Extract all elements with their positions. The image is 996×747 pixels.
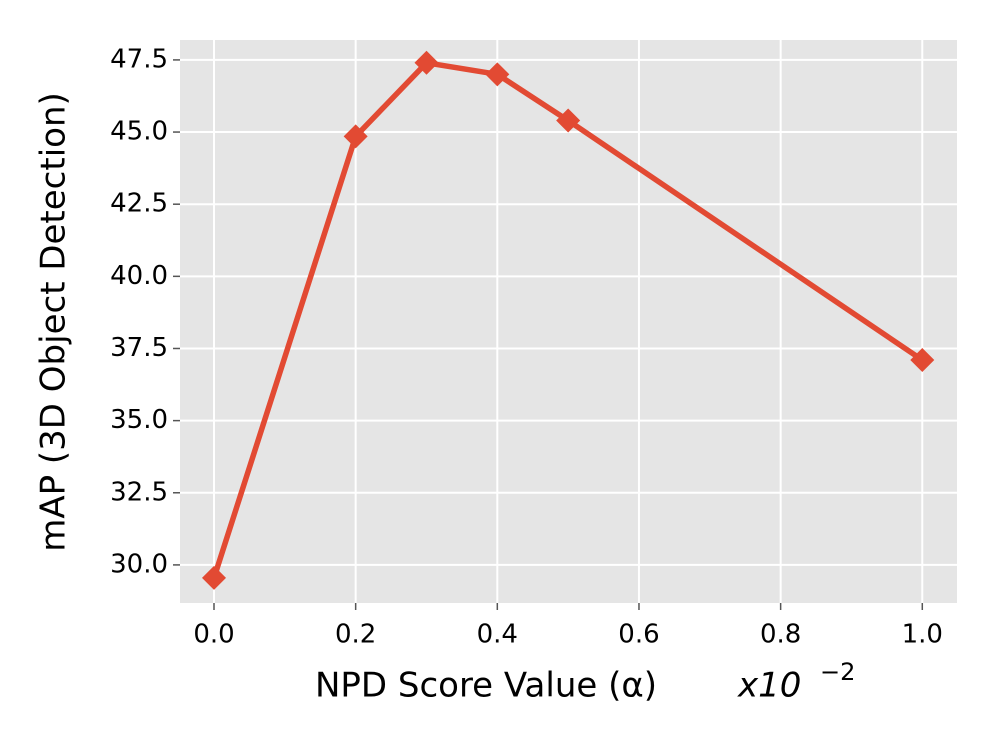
y-tick-label: 30.0 bbox=[110, 549, 168, 579]
y-tick-label: 42.5 bbox=[110, 189, 168, 219]
data-point bbox=[910, 348, 935, 373]
x-tick-label: 1.0 bbox=[902, 620, 943, 650]
data-point bbox=[201, 565, 226, 590]
x-axis-label: NPD Score Value (α) bbox=[315, 666, 657, 706]
x-tick-label: 0.2 bbox=[335, 620, 376, 650]
y-tick-label: 37.5 bbox=[110, 333, 168, 363]
y-axis-label: mAP (3D Object Detection) bbox=[34, 92, 74, 552]
x-scale-exponent: −2 bbox=[820, 658, 855, 686]
y-tick-label: 40.0 bbox=[110, 261, 168, 291]
y-tick-label: 45.0 bbox=[110, 117, 168, 147]
x-scale-label: x10 bbox=[737, 666, 801, 706]
data-point bbox=[343, 124, 368, 149]
y-tick-label: 32.5 bbox=[110, 477, 168, 507]
data-point bbox=[556, 108, 581, 133]
y-tick-label: 35.0 bbox=[110, 405, 168, 435]
y-tick-label: 47.5 bbox=[110, 44, 168, 74]
data-point bbox=[485, 62, 510, 87]
data-line bbox=[211, 60, 924, 579]
x-tick-label: 0.4 bbox=[477, 620, 518, 650]
plot-background bbox=[180, 40, 957, 603]
data-point bbox=[414, 50, 439, 75]
x-tick-label: 0.8 bbox=[760, 620, 801, 650]
x-tick-label: 0.0 bbox=[193, 620, 234, 650]
x-tick-label: 0.6 bbox=[618, 620, 659, 650]
